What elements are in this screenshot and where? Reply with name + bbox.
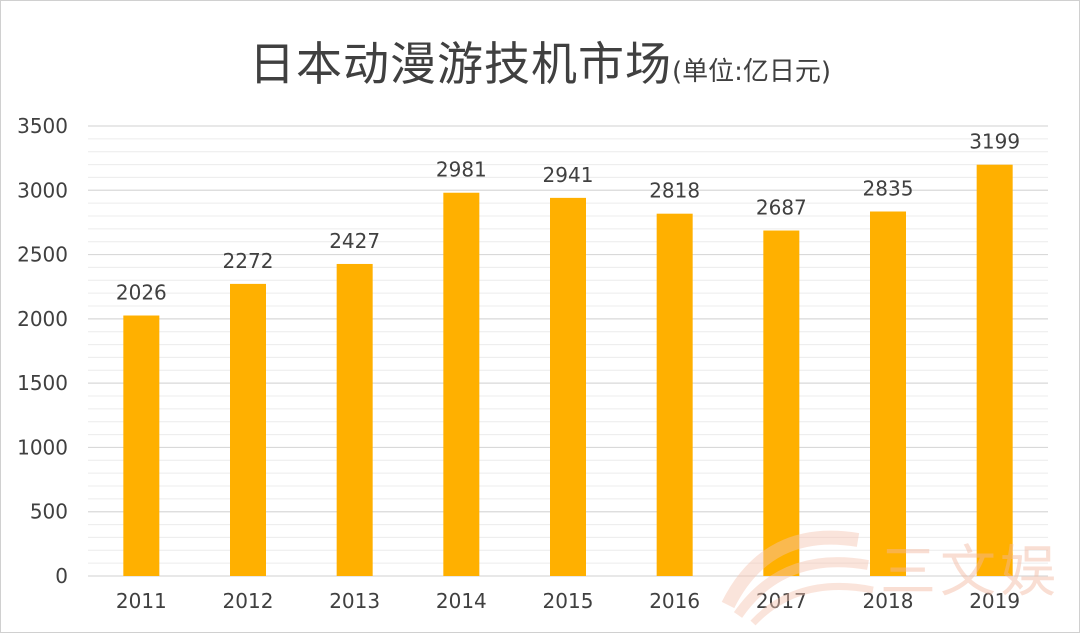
data-label: 3199 — [969, 130, 1020, 154]
chart-title-unit: (单位:亿日元) — [671, 57, 832, 87]
data-label: 2941 — [543, 163, 594, 187]
y-tick-label: 1500 — [17, 371, 68, 395]
x-tick-label: 2013 — [329, 589, 380, 613]
bar — [976, 164, 1013, 576]
y-tick-label: 2000 — [17, 307, 68, 331]
bar — [550, 197, 586, 576]
x-tick-label: 2017 — [756, 589, 807, 613]
x-tick-label: 2014 — [436, 589, 487, 613]
chart-title-main: 日本动漫游技机市场 — [248, 37, 672, 91]
data-label: 2835 — [863, 177, 914, 201]
y-tick-label: 1000 — [17, 435, 68, 459]
watermark-logo-icon — [721, 530, 874, 626]
x-tick-label: 2016 — [649, 589, 700, 613]
y-tick-label: 500 — [30, 500, 68, 524]
x-tick-label: 2011 — [116, 589, 167, 613]
x-tick-label: 2019 — [969, 589, 1020, 613]
data-label: 2272 — [223, 249, 274, 273]
bar — [870, 211, 906, 576]
watermark-text: 三文娱 — [880, 540, 1060, 605]
bar — [230, 283, 266, 576]
bar — [763, 230, 800, 576]
data-label: 2687 — [756, 196, 807, 220]
watermark: 三文娱 — [708, 505, 1078, 630]
bar — [336, 263, 373, 576]
data-label: 2981 — [436, 158, 487, 182]
data-label: 2818 — [649, 179, 700, 203]
data-label: 2026 — [116, 281, 167, 305]
chart-title: 日本动漫游技机市场(单位:亿日元) — [0, 28, 1080, 94]
bar — [123, 315, 160, 576]
data-label: 2427 — [329, 229, 380, 253]
x-tick-label: 2018 — [863, 589, 914, 613]
y-tick-label: 0 — [55, 564, 68, 588]
bar — [443, 192, 480, 576]
x-tick-label: 2015 — [543, 589, 594, 613]
y-tick-label: 3000 — [17, 178, 68, 202]
x-tick-label: 2012 — [223, 589, 274, 613]
bar — [656, 213, 693, 576]
y-tick-label: 2500 — [17, 243, 68, 267]
y-tick-label: 3500 — [17, 114, 68, 138]
